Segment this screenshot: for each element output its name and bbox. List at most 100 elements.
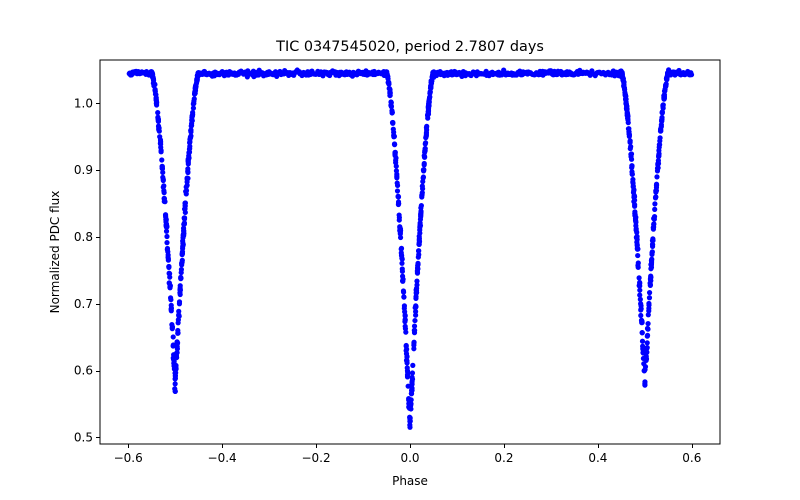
data-point [389, 110, 395, 116]
data-point [176, 299, 183, 305]
data-point [158, 144, 164, 150]
x-axis-label: Phase [392, 474, 428, 488]
data-point [178, 269, 184, 276]
data-point [653, 194, 659, 200]
data-point [658, 122, 664, 128]
data-point [172, 386, 178, 392]
data-point [194, 73, 200, 79]
data-point [635, 260, 641, 266]
data-point [628, 151, 635, 157]
data-point [185, 157, 191, 163]
data-point [404, 360, 410, 366]
data-point [161, 196, 167, 202]
x-tick-label: −0.6 [114, 451, 143, 465]
data-point [409, 374, 415, 380]
data-point [645, 312, 651, 318]
data-points [126, 67, 695, 430]
data-point [660, 102, 666, 108]
data-point [414, 282, 420, 288]
data-point [170, 334, 176, 340]
data-point [168, 302, 174, 308]
data-point [639, 320, 645, 326]
data-point [652, 201, 658, 207]
data-point [391, 132, 397, 138]
data-point [416, 248, 422, 254]
data-point [418, 205, 424, 211]
data-point [417, 224, 423, 231]
data-point [180, 231, 186, 237]
data-point [170, 356, 177, 362]
data-point [178, 275, 184, 281]
data-point [396, 212, 402, 218]
data-point [399, 266, 405, 272]
data-point [173, 366, 179, 373]
data-point [394, 173, 400, 179]
data-point [406, 397, 412, 403]
data-point [404, 346, 410, 352]
data-point [628, 156, 635, 162]
data-point [400, 288, 407, 294]
data-point [651, 221, 657, 228]
data-point [404, 372, 411, 378]
data-point [176, 312, 182, 319]
data-point [425, 108, 431, 115]
data-point [388, 103, 394, 109]
data-point [653, 181, 660, 187]
data-point [645, 321, 651, 327]
data-point [386, 86, 393, 92]
data-point [416, 239, 422, 246]
data-point [634, 245, 640, 251]
data-point [174, 346, 180, 352]
data-point [409, 381, 415, 387]
data-point [651, 215, 657, 222]
data-point [647, 276, 654, 283]
data-point [407, 424, 413, 430]
data-point [413, 290, 419, 296]
data-point [639, 338, 646, 344]
data-point [166, 280, 172, 286]
data-point [404, 368, 411, 374]
data-point [654, 165, 661, 171]
data-point [152, 91, 159, 97]
data-point [666, 67, 672, 73]
data-point [398, 252, 405, 258]
data-point [164, 233, 170, 240]
data-point [394, 188, 401, 194]
data-point [649, 243, 656, 250]
data-point [397, 234, 404, 241]
data-point [410, 362, 416, 368]
data-point [429, 78, 435, 84]
data-point [184, 179, 190, 185]
data-point [174, 341, 180, 347]
y-tick-label: 0.5 [74, 430, 93, 444]
data-point [179, 252, 185, 258]
data-point [187, 143, 193, 149]
data-point [163, 219, 169, 225]
data-point [402, 309, 408, 315]
data-point [166, 264, 172, 270]
data-point [186, 149, 192, 155]
data-point [417, 216, 424, 222]
data-point [180, 241, 186, 248]
x-tick-label: −0.2 [301, 451, 330, 465]
data-point [657, 135, 663, 141]
data-point [168, 297, 174, 303]
data-point [412, 327, 418, 333]
data-point [153, 97, 159, 103]
data-point [421, 162, 427, 168]
data-point [387, 90, 393, 96]
y-tick-label: 0.8 [74, 230, 93, 244]
data-point [650, 236, 656, 242]
data-point [183, 184, 189, 190]
data-point [188, 120, 195, 127]
data-point [160, 169, 166, 176]
data-point [640, 343, 646, 349]
data-point [658, 126, 664, 132]
data-point [165, 254, 171, 260]
data-point [430, 69, 436, 75]
data-point [158, 149, 164, 155]
data-point [406, 405, 413, 411]
data-point [665, 71, 671, 77]
data-point [393, 168, 400, 174]
